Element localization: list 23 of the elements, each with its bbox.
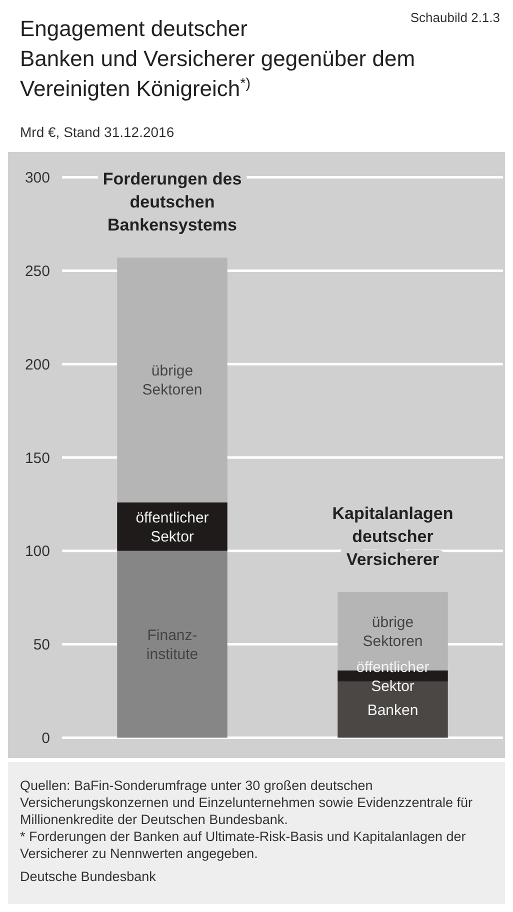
bar	[117, 502, 228, 551]
bar	[338, 592, 448, 670]
text: * Forderungen der Banken auf Ultimate-Risk-Basis und Kapitalanlagen der Versicherer zu Nennwerten angegeben.	[20, 829, 466, 861]
source-note: Quellen: BaFin-Sonderumfrage unter 30 großen deutschen Versicherungskonzernen und Einzelunternehmen sowie Evidenzzentrale für Millionenkredite der Deutschen Bundesbank.	[20, 778, 474, 827]
y-tick-label: 300	[24, 170, 50, 187]
x-tick-label: Kapitalanlagen deutscher Versicherer	[332, 504, 454, 569]
y-tick-label: 150	[24, 450, 50, 467]
text: Deutsche Bundesbank	[20, 869, 156, 884]
annotation: öffentlicher Sektor	[136, 509, 209, 546]
y-tick-label: 250	[24, 262, 50, 280]
y-tick-label: 0	[42, 730, 50, 747]
annotation: Banken	[367, 702, 418, 719]
annotation: Finanz- institute	[146, 627, 198, 664]
annotation: übrige Sektoren	[142, 362, 202, 399]
chart-subtitle: Mrd €, Stand 31.12.2016	[20, 124, 174, 140]
y-tick-label: 100	[24, 543, 50, 560]
y-tick-label: 50	[33, 636, 50, 654]
bar	[117, 258, 228, 502]
bar	[338, 682, 448, 738]
annotation: übrige Sektoren	[362, 614, 423, 650]
x-tick-label: Forderungen des deutschen Bankensystems	[102, 170, 242, 235]
bar	[117, 550, 228, 738]
y-tick-label: 200	[24, 356, 50, 374]
